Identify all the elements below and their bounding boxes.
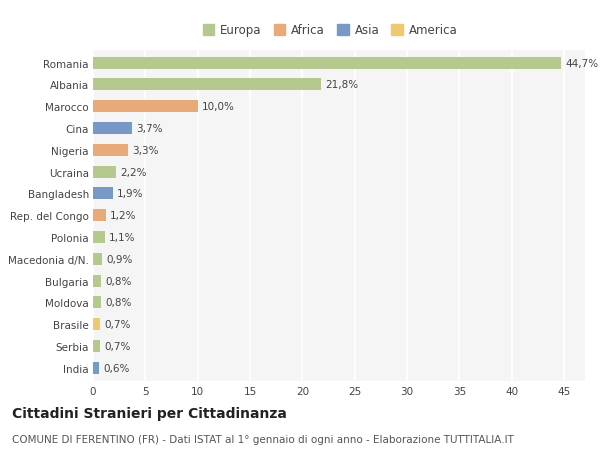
- Text: 3,7%: 3,7%: [136, 124, 163, 134]
- Text: Cittadini Stranieri per Cittadinanza: Cittadini Stranieri per Cittadinanza: [12, 406, 287, 420]
- Text: 44,7%: 44,7%: [565, 59, 598, 68]
- Bar: [93, 101, 197, 113]
- Bar: [93, 362, 99, 374]
- Legend: Europa, Africa, Asia, America: Europa, Africa, Asia, America: [198, 20, 462, 42]
- Bar: [93, 166, 116, 178]
- Bar: [93, 145, 128, 157]
- Text: 0,7%: 0,7%: [104, 341, 131, 351]
- Bar: [93, 57, 561, 69]
- Bar: [93, 253, 103, 265]
- Text: 1,2%: 1,2%: [110, 211, 136, 221]
- Bar: [93, 188, 113, 200]
- Text: 0,7%: 0,7%: [104, 319, 131, 330]
- Text: 21,8%: 21,8%: [325, 80, 359, 90]
- Text: 0,9%: 0,9%: [107, 254, 133, 264]
- Text: 0,8%: 0,8%: [106, 276, 132, 286]
- Bar: [93, 79, 321, 91]
- Bar: [93, 340, 100, 352]
- Bar: [93, 231, 104, 243]
- Bar: [93, 123, 132, 135]
- Text: 1,1%: 1,1%: [109, 232, 135, 242]
- Text: 2,2%: 2,2%: [120, 167, 147, 177]
- Bar: [93, 275, 101, 287]
- Text: COMUNE DI FERENTINO (FR) - Dati ISTAT al 1° gennaio di ogni anno - Elaborazione : COMUNE DI FERENTINO (FR) - Dati ISTAT al…: [12, 434, 514, 444]
- Text: 10,0%: 10,0%: [202, 102, 235, 112]
- Text: 3,3%: 3,3%: [132, 146, 158, 156]
- Bar: [93, 319, 100, 330]
- Bar: [93, 210, 106, 222]
- Text: 0,6%: 0,6%: [103, 363, 130, 373]
- Text: 1,9%: 1,9%: [117, 189, 143, 199]
- Text: 0,8%: 0,8%: [106, 298, 132, 308]
- Bar: [93, 297, 101, 308]
